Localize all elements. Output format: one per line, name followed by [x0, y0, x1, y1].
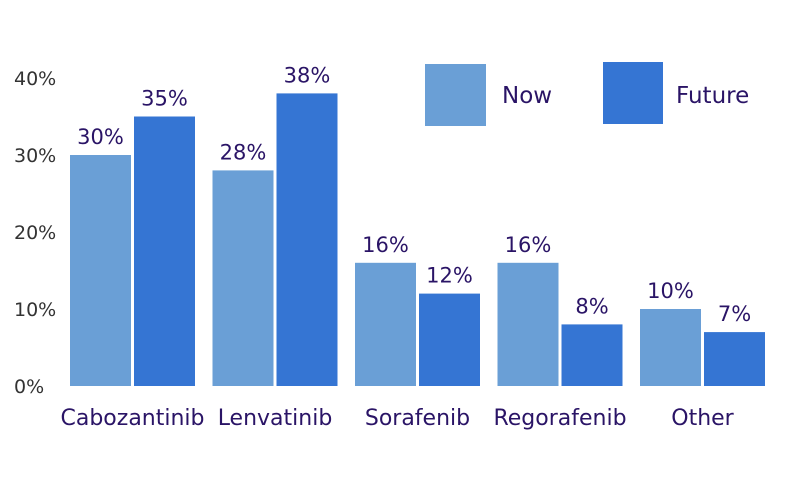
y-tick-label: 40% — [14, 68, 56, 90]
legend-label-future: Future — [676, 83, 749, 109]
data-labels: 30% 35% 28% 38% 16% 12% 16% 8% 10% 7% — [77, 63, 751, 326]
y-tick-label: 30% — [14, 145, 56, 167]
data-label: 38% — [284, 63, 331, 87]
bar-now-regorafenib — [497, 262, 559, 386]
bar-now-other — [640, 309, 701, 386]
data-label: 16% — [505, 233, 552, 257]
data-label: 28% — [220, 140, 267, 164]
x-category-label: Other — [671, 406, 734, 431]
x-category-label: Cabozantinib — [61, 406, 205, 431]
data-label: 12% — [426, 264, 473, 288]
y-tick-label: 10% — [14, 299, 56, 321]
x-category-label: Regorafenib — [493, 406, 626, 431]
data-label: 7% — [718, 302, 751, 326]
bar-future-other — [704, 332, 765, 386]
bar-now-sorafenib — [355, 262, 416, 386]
data-label: 30% — [77, 125, 124, 149]
bar-future-sorafenib — [419, 293, 480, 386]
legend-swatch-future — [603, 62, 663, 124]
y-axis: 0% 10% 20% 30% 40% — [14, 68, 56, 398]
y-tick-label: 20% — [14, 222, 56, 244]
y-tick-label: 0% — [14, 376, 44, 398]
x-axis: Cabozantinib Lenvatinib Sorafenib Regorafen… — [61, 406, 735, 431]
data-label: 10% — [647, 279, 694, 303]
bar-future-cabozantinib — [134, 116, 195, 386]
legend: Now Future — [425, 62, 749, 126]
bar-future-lenvatinib — [276, 93, 338, 387]
bars — [70, 93, 765, 387]
data-label: 8% — [575, 294, 608, 318]
bar-now-cabozantinib — [70, 155, 131, 386]
data-label: 16% — [362, 233, 409, 257]
data-label: 35% — [141, 87, 188, 111]
x-category-label: Sorafenib — [365, 406, 470, 431]
legend-label-now: Now — [502, 83, 552, 109]
x-category-label: Lenvatinib — [218, 406, 333, 431]
bar-future-regorafenib — [561, 324, 623, 386]
legend-swatch-now — [425, 64, 486, 126]
bar-now-lenvatinib — [212, 170, 274, 386]
